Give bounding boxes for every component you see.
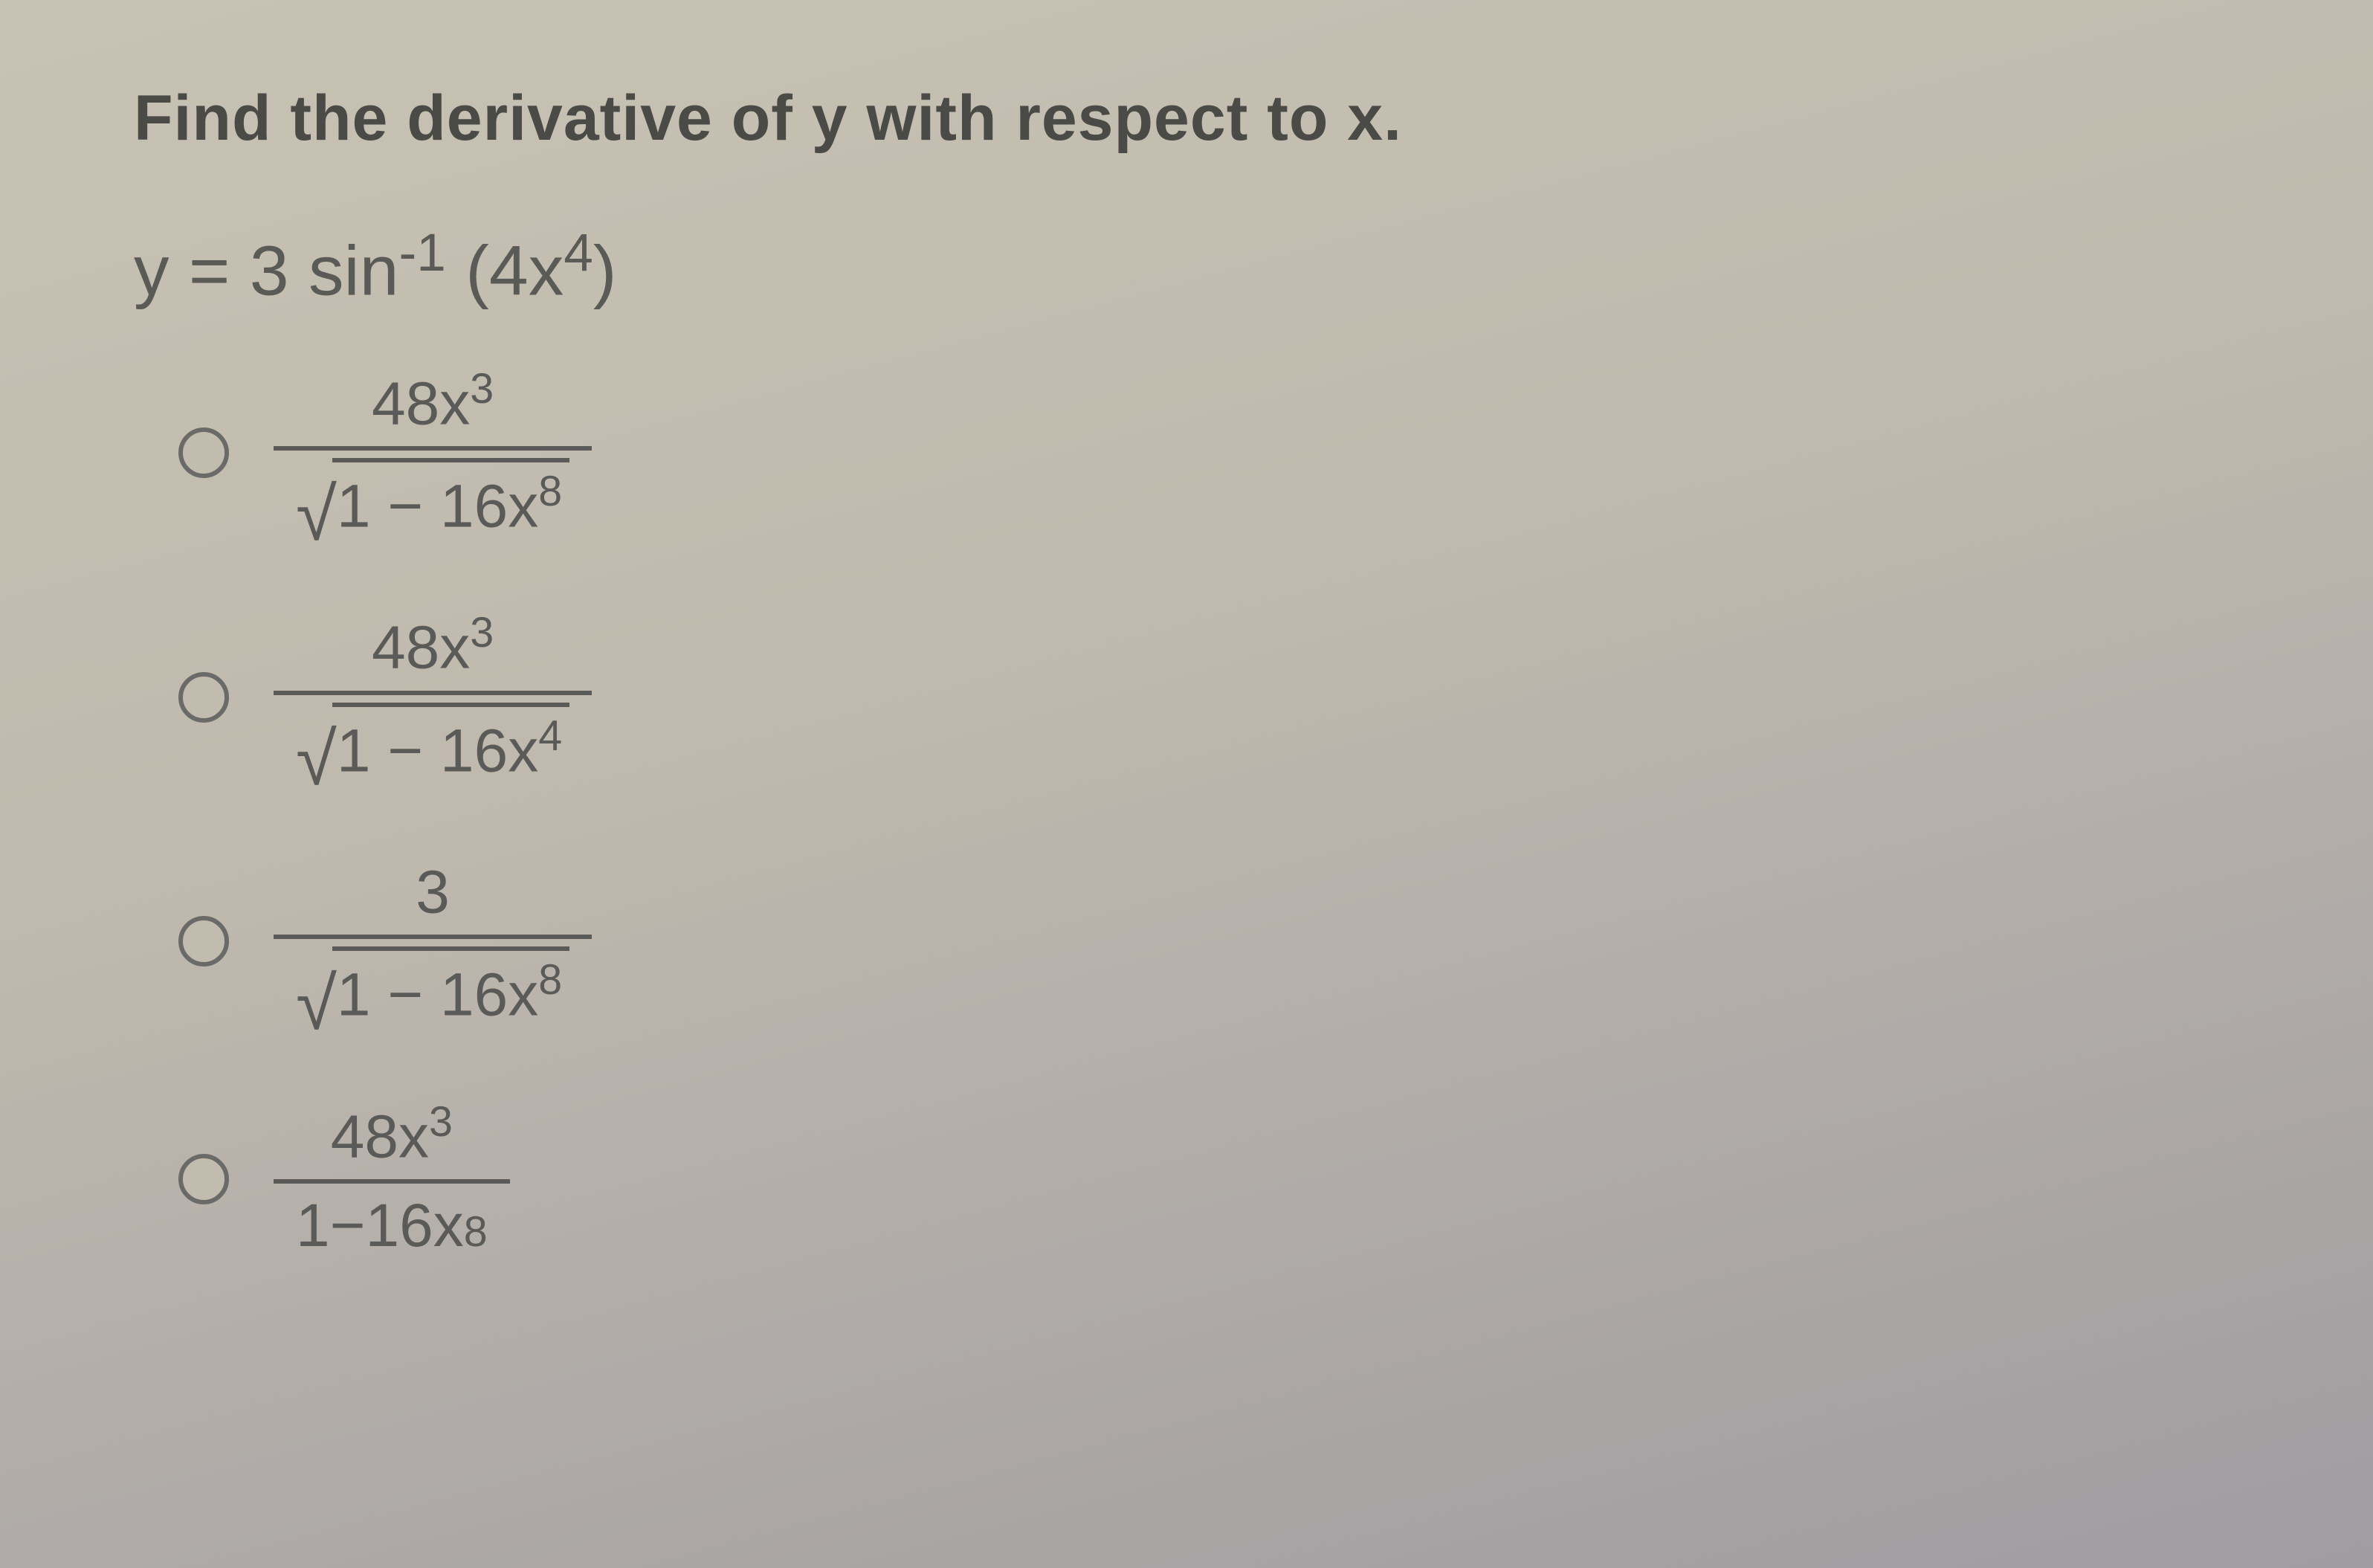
numerator: 48x3: [349, 364, 516, 446]
numerator: 48x3: [309, 1097, 475, 1179]
eq-equals: =: [189, 232, 230, 311]
den-a: 1: [337, 472, 371, 540]
den-op: −: [387, 717, 423, 784]
sqrt: √ 1 − 16x8: [296, 946, 569, 1030]
fraction: 3 √ 1 − 16x8: [274, 853, 592, 1030]
sqrt: √ 1 − 16x4: [296, 703, 569, 786]
den-sup: 8: [464, 1207, 488, 1256]
sqrt: √ 1 − 16x8: [296, 458, 569, 541]
sqrt-body: 1 − 16x4: [332, 703, 569, 786]
den-sup: 8: [538, 468, 562, 515]
eq-func-sup: -1: [399, 223, 446, 283]
eq-arg-close: ): [593, 232, 617, 311]
num-sup: 3: [470, 365, 494, 413]
radical-icon: √: [296, 974, 337, 1033]
den-b: 16x: [366, 1191, 464, 1261]
den-sup: 4: [538, 712, 562, 760]
num-sup: 3: [470, 609, 494, 656]
fraction: 48x3 √ 1 − 16x8: [274, 364, 592, 542]
den-op: −: [387, 961, 423, 1029]
eq-func: sin: [309, 232, 398, 311]
denominator: √ 1 − 16x8: [274, 939, 592, 1030]
den-op: −: [330, 1191, 366, 1261]
radical-icon: √: [296, 729, 337, 789]
num-coef: 48x: [331, 1103, 429, 1170]
numerator: 48x3: [349, 608, 516, 690]
answer-choice[interactable]: 48x3 1 − 16x8: [178, 1097, 2373, 1261]
den-a: 1: [337, 717, 371, 784]
eq-coef: 3: [250, 232, 289, 311]
eq-lhs: y: [134, 232, 170, 311]
denominator: 1 − 16x8: [274, 1184, 510, 1261]
radio-icon[interactable]: [178, 672, 229, 723]
eq-arg-coef: 4x: [489, 232, 564, 311]
numerator: 3: [393, 853, 472, 935]
den-sup: 8: [538, 956, 562, 1004]
denominator: √ 1 − 16x4: [274, 695, 592, 786]
num-coef: 3: [416, 858, 450, 926]
den-op: −: [387, 472, 423, 540]
den-b: 16x: [440, 961, 538, 1029]
given-equation: y = 3 sin-1 (4x4): [134, 222, 2373, 312]
radio-icon[interactable]: [178, 1154, 229, 1204]
num-sup: 3: [429, 1098, 453, 1146]
question-prompt: Find the derivative of y with respect to…: [134, 82, 2373, 155]
den-a: 1: [337, 961, 371, 1029]
sqrt-body: 1 − 16x8: [332, 458, 569, 541]
sqrt-body: 1 − 16x8: [332, 946, 569, 1030]
num-coef: 48x: [372, 370, 470, 437]
answer-choice[interactable]: 48x3 √ 1 − 16x4: [178, 608, 2373, 786]
num-coef: 48x: [372, 614, 470, 682]
answer-choices: 48x3 √ 1 − 16x8: [134, 364, 2373, 1261]
radio-icon[interactable]: [178, 916, 229, 967]
question-page: Find the derivative of y with respect to…: [0, 0, 2373, 1261]
den-b: 16x: [440, 717, 538, 784]
denominator: √ 1 − 16x8: [274, 451, 592, 541]
answer-choice[interactable]: 3 √ 1 − 16x8: [178, 853, 2373, 1030]
fraction: 48x3 √ 1 − 16x4: [274, 608, 592, 786]
radio-icon[interactable]: [178, 428, 229, 478]
radical-icon: √: [296, 485, 337, 544]
answer-choice[interactable]: 48x3 √ 1 − 16x8: [178, 364, 2373, 542]
den-b: 16x: [440, 472, 538, 540]
eq-arg-open: (: [465, 232, 489, 311]
eq-arg-sup: 4: [564, 223, 593, 283]
den-a: 1: [296, 1191, 330, 1261]
fraction: 48x3 1 − 16x8: [274, 1097, 510, 1261]
